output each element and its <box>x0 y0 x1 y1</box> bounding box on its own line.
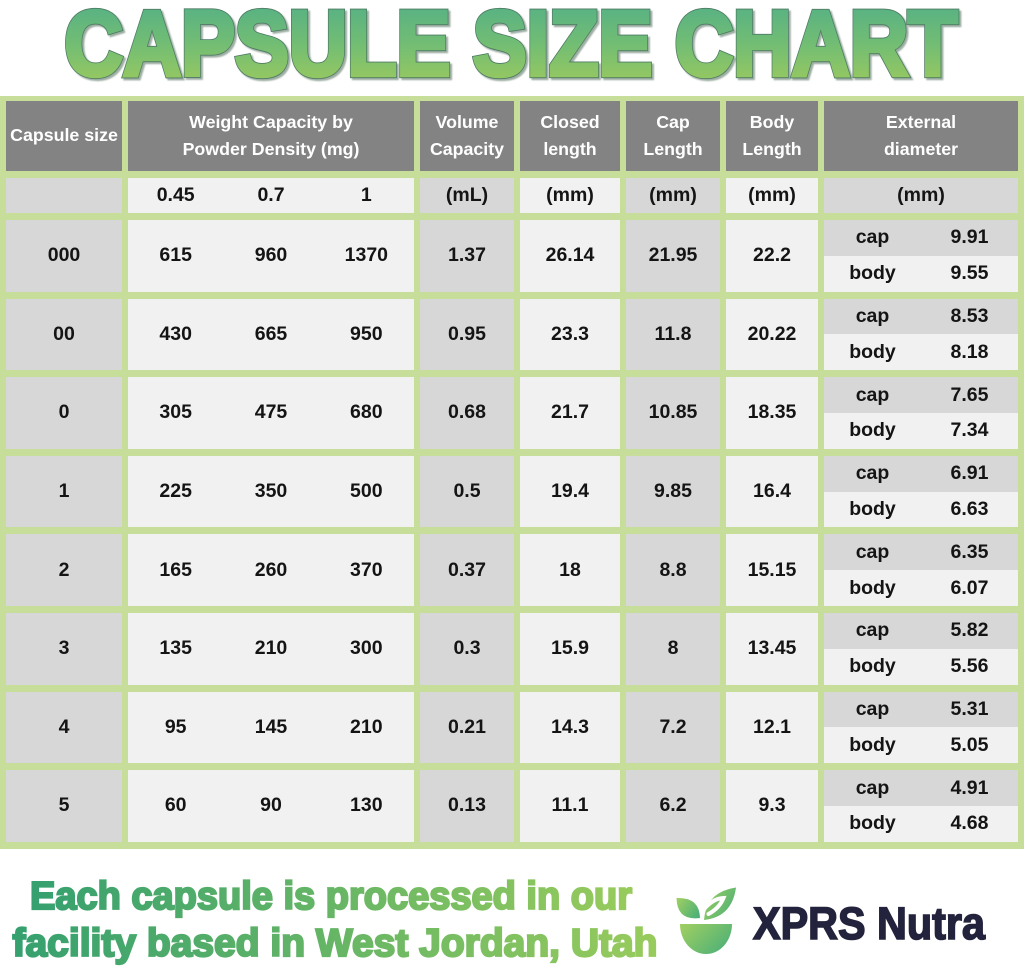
svg-text:CAPSULE SIZE CHART: CAPSULE SIZE CHART <box>65 0 958 95</box>
svg-text:CAPSULE SIZE CHART: CAPSULE SIZE CHART <box>65 0 958 95</box>
svg-text:XPRS Nutra: XPRS Nutra <box>753 898 986 949</box>
svg-text:facility based in West Jordan,: facility based in West Jordan, Utah <box>13 922 658 965</box>
svg-text:Each capsule is processed in o: Each capsule is processed in our <box>30 875 632 918</box>
